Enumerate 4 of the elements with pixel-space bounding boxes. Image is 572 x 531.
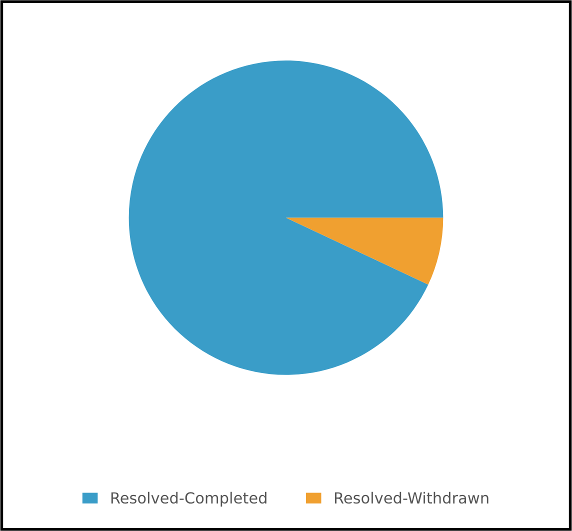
legend-label: Resolved-Completed (111, 492, 266, 507)
pie-slice (128, 60, 444, 375)
legend-label: Resolved-Withdrawn (334, 492, 488, 504)
pie-slice (286, 218, 444, 285)
